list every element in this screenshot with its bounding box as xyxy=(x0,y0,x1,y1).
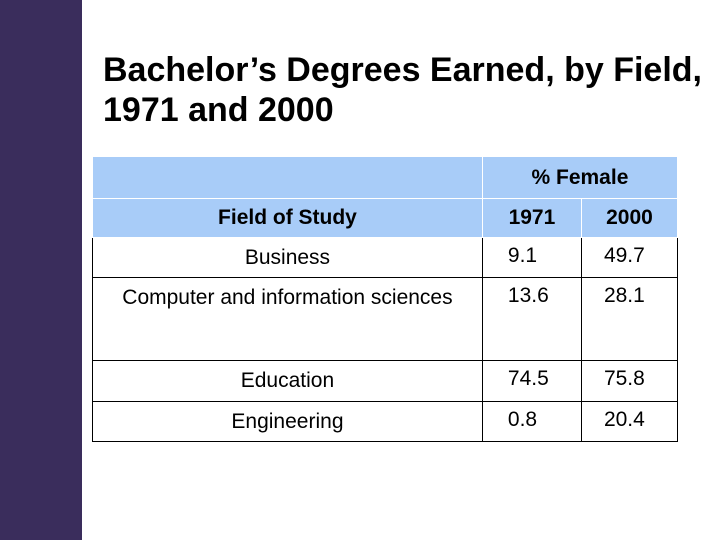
value-cell: 20.4 xyxy=(580,401,679,442)
value-cell: 13.6 xyxy=(481,277,582,361)
side-bar xyxy=(0,0,82,540)
header-row: Field of Study 1971 2000 xyxy=(92,198,679,238)
field-cell: Business xyxy=(92,237,483,278)
field-cell: Education xyxy=(92,360,483,402)
header-cell: 1971 xyxy=(481,198,582,238)
field-cell: Computer and information sciences xyxy=(92,277,483,361)
table-row: Business 9.1 49.7 xyxy=(92,237,679,278)
group-header: % Female xyxy=(481,156,679,199)
header-cell: Field of Study xyxy=(92,198,483,238)
data-table: % Female Field of Study 1971 2000 Busine… xyxy=(92,156,679,442)
field-cell: Engineering xyxy=(92,401,483,442)
value-cell: 0.8 xyxy=(481,401,582,442)
value-cell: 75.8 xyxy=(580,360,679,402)
header-cell xyxy=(92,156,483,199)
group-header-row: % Female xyxy=(92,156,679,199)
table-row: Computer and information sciences 13.6 28.… xyxy=(92,277,679,361)
value-cell: 28.1 xyxy=(580,277,679,361)
value-cell: 9.1 xyxy=(481,237,582,278)
table-row: Engineering 0.8 20.4 xyxy=(92,401,679,442)
table-row: Education 74.5 75.8 xyxy=(92,360,679,402)
header-cell: 2000 xyxy=(580,198,679,238)
value-cell: 74.5 xyxy=(481,360,582,402)
slide-title: Bachelor’s Degrees Earned, by Field, 197… xyxy=(103,51,703,129)
value-cell: 49.7 xyxy=(580,237,679,278)
